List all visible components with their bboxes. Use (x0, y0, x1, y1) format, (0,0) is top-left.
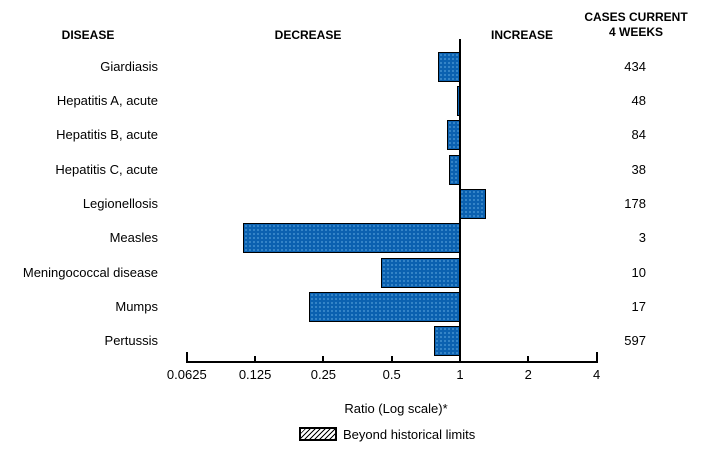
axis-tick-label: 0.0625 (166, 367, 207, 382)
column-header-increase: INCREASE (490, 28, 554, 42)
axis-tick (322, 356, 325, 361)
axis-tick-label: 0.25 (310, 367, 337, 382)
disease-label: Hepatitis C, acute (55, 161, 158, 177)
column-header-cases-line1: CASES CURRENT (584, 10, 688, 24)
axis-tick-label: 2 (524, 367, 532, 382)
column-header-cases-line2: 4 WEEKS (608, 25, 663, 39)
axis-tick (459, 356, 461, 361)
cases-value: 10 (631, 264, 646, 280)
disease-label: Mumps (115, 298, 158, 314)
baseline-ratio-1-line (459, 39, 461, 363)
ratio-bar (308, 291, 460, 322)
disease-label: Hepatitis A, acute (56, 92, 158, 108)
ratio-bar (381, 257, 460, 288)
axis-tick (185, 352, 188, 361)
axis-tick (254, 356, 257, 361)
cases-value: 84 (631, 127, 646, 143)
axis-tick-label: 0.125 (238, 367, 272, 382)
disease-label: Pertussis (104, 333, 158, 349)
cases-value: 48 (631, 92, 646, 108)
disease-label: Legionellosis (82, 195, 158, 211)
axis-tick-label: 4 (592, 367, 601, 382)
ratio-bar (242, 223, 460, 254)
disease-label: Measles (109, 230, 158, 246)
legend-hatch-swatch-icon (299, 427, 337, 441)
axis-tick (390, 356, 393, 361)
x-axis-line (186, 361, 598, 363)
ratio-bar (438, 51, 460, 82)
disease-label: Meningococcal disease (22, 264, 158, 280)
legend-label: Beyond historical limits (343, 427, 476, 442)
axis-tick (595, 352, 598, 361)
cases-value: 597 (624, 333, 646, 349)
column-header-cases: CASES CURRENT 4 WEEKS (584, 10, 687, 40)
axis-tick (527, 356, 530, 361)
cases-value: 434 (624, 58, 646, 74)
column-header-disease: DISEASE (61, 28, 115, 42)
cases-value: 17 (631, 298, 646, 314)
column-header-decrease: DECREASE (274, 28, 342, 42)
axis-tick-label: 0.5 (382, 367, 401, 382)
ratio-bar (447, 120, 460, 151)
axis-tick-label: 1 (456, 367, 464, 382)
x-axis-label: Ratio (Log scale)* (344, 401, 448, 416)
cases-value: 178 (624, 195, 646, 211)
ratio-bar (459, 188, 487, 219)
ratio-bar (434, 326, 460, 357)
cases-value: 3 (638, 230, 646, 246)
disease-label: Giardiasis (100, 58, 158, 74)
disease-label: Hepatitis B, acute (56, 127, 158, 143)
cases-value: 38 (631, 161, 646, 177)
